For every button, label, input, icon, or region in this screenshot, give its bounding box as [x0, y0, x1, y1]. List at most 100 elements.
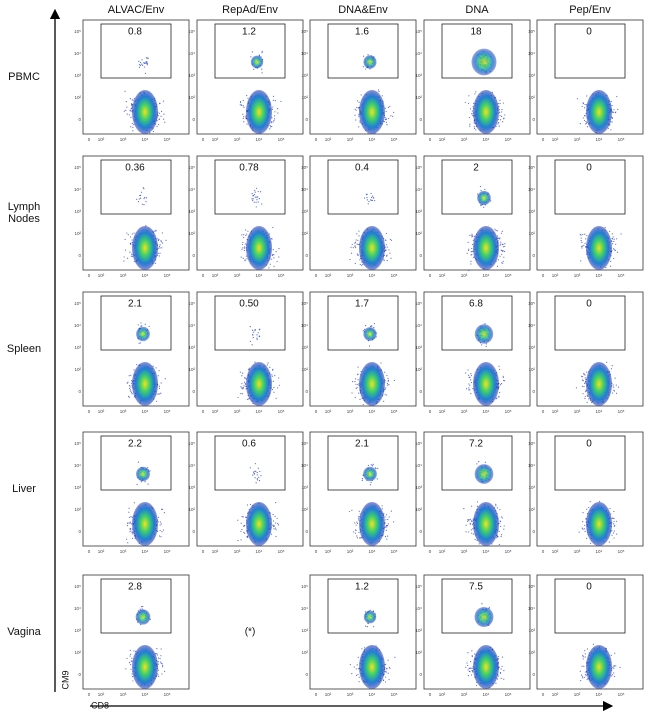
x-tick-label: 10⁴	[256, 273, 263, 278]
event-dot	[354, 247, 357, 249]
event-dot	[159, 102, 161, 104]
event-dot	[586, 95, 588, 97]
event-dot	[159, 244, 161, 246]
event-dot	[147, 467, 149, 469]
event-dot	[241, 234, 243, 236]
event-dot	[130, 243, 132, 246]
y-tick-label: 10³	[188, 73, 195, 78]
event-dot	[130, 255, 132, 257]
event-dot	[273, 265, 275, 268]
event-dot	[585, 381, 587, 383]
gate-percent: 1.2	[242, 27, 256, 38]
gate-percent: 1.7	[355, 299, 369, 310]
event-dot	[468, 95, 470, 97]
event-dot	[371, 325, 373, 327]
event-dot	[585, 238, 587, 240]
event-dot	[255, 206, 257, 208]
event-dot	[253, 194, 256, 196]
event-dot	[157, 393, 159, 395]
event-dot	[496, 230, 498, 232]
event-dot	[124, 238, 126, 241]
event-dot	[503, 118, 505, 120]
y-tick-label: 10²	[188, 231, 195, 236]
event-dot	[271, 374, 273, 376]
event-dot	[252, 337, 254, 339]
event-dot	[389, 252, 391, 254]
x-tick-label: 10³	[120, 137, 127, 142]
x-tick-label: 10²	[552, 273, 559, 278]
event-dot	[160, 392, 162, 394]
event-dot	[614, 377, 616, 379]
x-tick-label: 10⁴	[369, 409, 376, 414]
x-tick-label: 10³	[234, 409, 241, 414]
event-dot	[141, 59, 143, 61]
event-dot	[362, 55, 365, 57]
gate-percent: 0	[586, 27, 592, 38]
event-dot	[465, 388, 468, 390]
event-dot	[471, 233, 473, 235]
event-dot	[358, 230, 360, 232]
population-cloud	[473, 362, 499, 406]
y-tick-label: 0	[192, 253, 195, 258]
event-dot	[158, 118, 160, 120]
event-dot	[157, 252, 159, 254]
event-dot	[500, 241, 502, 243]
y-tick-label: 10⁴	[74, 463, 81, 468]
event-dot	[165, 239, 167, 241]
event-dot	[270, 126, 272, 128]
event-dot	[465, 372, 467, 374]
x-tick-label: 10²	[325, 409, 332, 414]
event-dot	[610, 260, 612, 262]
y-tick-label: 10³	[415, 345, 422, 350]
event-dot	[586, 401, 588, 403]
event-dot	[614, 249, 617, 251]
event-dot	[354, 381, 356, 383]
x-tick-label: 10⁴	[596, 409, 603, 414]
event-dot	[242, 99, 244, 102]
y-tick-label: 10⁵	[528, 165, 535, 170]
event-dot	[128, 114, 130, 116]
column-header: ALVAC/Env	[108, 4, 165, 16]
event-dot	[266, 364, 268, 366]
event-dot	[268, 267, 270, 269]
event-dot	[128, 387, 131, 390]
y-tick-label: 10³	[74, 485, 81, 490]
event-dot	[499, 115, 501, 117]
event-dot	[128, 375, 130, 377]
event-dot	[159, 247, 161, 249]
event-dot	[390, 257, 392, 259]
y-tick-label: 0	[305, 253, 308, 258]
event-dot	[254, 330, 256, 332]
event-dot	[480, 189, 482, 192]
y-tick-label: 10⁴	[415, 187, 422, 192]
event-dot	[128, 385, 131, 387]
event-dot	[620, 233, 622, 235]
x-tick-label: 10⁵	[278, 409, 285, 414]
event-dot	[242, 117, 244, 120]
event-dot	[137, 461, 140, 463]
event-dot	[386, 374, 388, 377]
event-dot	[581, 241, 583, 243]
event-dot	[137, 324, 139, 326]
event-dot	[274, 375, 276, 377]
event-dot	[251, 193, 253, 195]
event-dot	[273, 118, 276, 120]
x-tick-label: 10⁵	[505, 273, 512, 278]
x-tick-label: 10³	[120, 409, 127, 414]
event-dot	[611, 243, 614, 245]
event-dot	[470, 254, 472, 256]
event-dot	[127, 522, 129, 525]
event-dot	[159, 529, 161, 532]
row-label: Lymph Nodes	[8, 201, 41, 225]
event-dot	[275, 501, 277, 504]
event-dot	[126, 106, 128, 108]
event-dot	[132, 99, 134, 101]
event-dot	[366, 197, 368, 199]
event-dot	[469, 234, 471, 236]
event-dot	[502, 376, 504, 379]
population-cloud	[359, 362, 385, 406]
event-dot	[581, 385, 583, 387]
event-dot	[128, 516, 130, 518]
x-tick-label: 10⁴	[596, 273, 603, 278]
event-dot	[143, 61, 145, 64]
